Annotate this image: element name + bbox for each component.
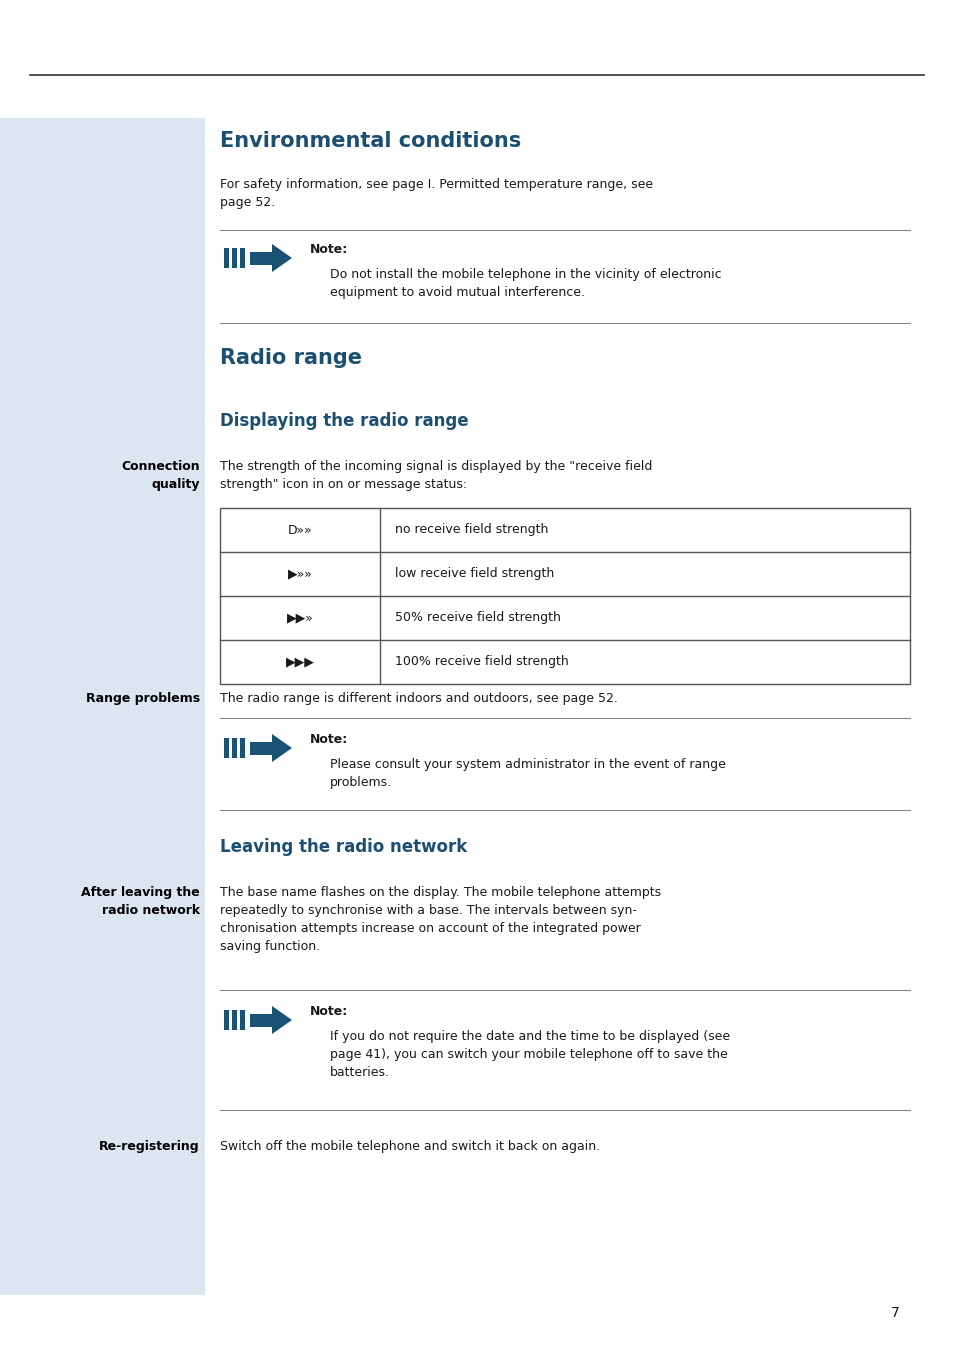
Bar [224,738,229,758]
Text: low receive field strength: low receive field strength [395,568,554,580]
Bar [220,508,909,684]
Text: Radio range: Radio range [220,347,361,368]
Text: D»»: D»» [288,523,312,537]
Text: Switch off the mobile telephone and switch it back on again.: Switch off the mobile telephone and swit… [220,1140,599,1153]
Text: Environmental conditions: Environmental conditions [220,131,520,151]
Polygon shape [272,1006,292,1034]
Text: ▶»»: ▶»» [287,568,313,580]
Text: The base name flashes on the display. The mobile telephone attempts
repeatedly t: The base name flashes on the display. Th… [220,886,660,953]
Text: After leaving the
radio network: After leaving the radio network [81,886,200,917]
Text: Please consult your system administrator in the event of range
problems.: Please consult your system administrator… [330,758,725,790]
Text: 7: 7 [890,1306,899,1320]
Text: ▶▶»: ▶▶» [286,611,314,625]
Bar [250,251,272,265]
Text: 100% receive field strength: 100% receive field strength [395,656,568,668]
Bar [240,738,245,758]
Text: Note:: Note: [310,243,348,256]
Bar [250,1014,272,1026]
Text: Range problems: Range problems [86,692,200,704]
Text: For safety information, see page I. Permitted temperature range, see
page 52.: For safety information, see page I. Perm… [220,178,653,210]
Bar [224,1010,229,1030]
Bar [232,738,236,758]
Text: no receive field strength: no receive field strength [395,523,548,537]
Text: Displaying the radio range: Displaying the radio range [220,412,468,430]
Bar [224,247,229,268]
Text: Do not install the mobile telephone in the vicinity of electronic
equipment to a: Do not install the mobile telephone in t… [330,268,720,299]
Polygon shape [272,243,292,272]
Text: Re-registering: Re-registering [99,1140,200,1153]
Text: The radio range is different indoors and outdoors, see page 52.: The radio range is different indoors and… [220,692,618,704]
Bar [240,247,245,268]
Text: The strength of the incoming signal is displayed by the "receive field
strength": The strength of the incoming signal is d… [220,460,652,491]
Text: Connection
quality: Connection quality [121,460,200,491]
Text: Leaving the radio network: Leaving the radio network [220,838,467,856]
Text: ▶▶▶: ▶▶▶ [285,656,314,668]
Bar [232,247,236,268]
Text: If you do not require the date and the time to be displayed (see
page 41), you c: If you do not require the date and the t… [330,1030,729,1079]
Bar [0,118,205,1295]
Text: Note:: Note: [310,733,348,746]
Text: Note:: Note: [310,1005,348,1018]
Bar [232,1010,236,1030]
Bar [240,1010,245,1030]
Bar [250,741,272,754]
Text: 50% receive field strength: 50% receive field strength [395,611,560,625]
Polygon shape [272,734,292,763]
